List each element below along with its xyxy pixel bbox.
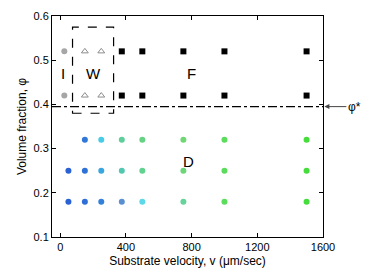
svg-text:0.2: 0.2 xyxy=(34,187,49,199)
svg-text:0.4: 0.4 xyxy=(34,98,49,110)
svg-text:I: I xyxy=(61,65,65,82)
svg-text:0.5: 0.5 xyxy=(34,54,49,66)
svg-text:0: 0 xyxy=(57,241,63,253)
svg-text:1600: 1600 xyxy=(311,241,335,253)
svg-text:Substrate velocity, v (μm/sec): Substrate velocity, v (μm/sec) xyxy=(109,254,266,268)
svg-text:1200: 1200 xyxy=(245,241,269,253)
svg-text:W: W xyxy=(86,65,101,82)
svg-text:400: 400 xyxy=(117,241,135,253)
svg-text:800: 800 xyxy=(182,241,200,253)
svg-text:0.6: 0.6 xyxy=(34,10,49,22)
svg-text:φ*: φ* xyxy=(348,100,361,114)
svg-text:0.3: 0.3 xyxy=(34,142,49,154)
svg-text:Volume fraction, φ: Volume fraction, φ xyxy=(15,78,29,175)
svg-text:D: D xyxy=(183,153,194,170)
svg-text:F: F xyxy=(187,65,196,82)
svg-text:0.1: 0.1 xyxy=(34,231,49,243)
